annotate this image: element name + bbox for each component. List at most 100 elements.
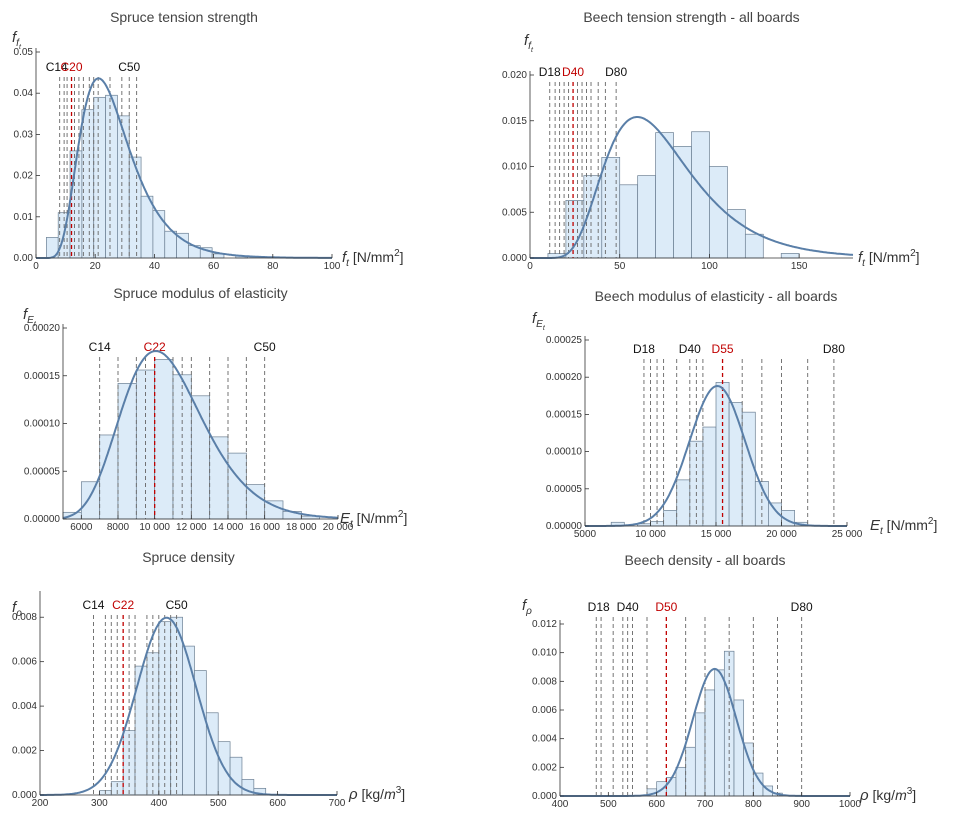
x-axis-label: Et [N/mm2]	[340, 509, 407, 530]
x-tick-label: 80	[267, 261, 279, 272]
y-tick-label: 0.00020	[546, 372, 583, 383]
y-tick-label: 0.05	[14, 47, 34, 58]
histogram-bar	[128, 156, 142, 259]
y-tick-label: 0.015	[502, 116, 527, 127]
grade-label: D55	[712, 342, 734, 356]
y-axis-label: fρ	[12, 599, 22, 619]
histogram-bar	[637, 175, 656, 259]
grade-label: C50	[166, 598, 188, 612]
chart-title: Beech tension strength - all boards	[583, 9, 799, 25]
grade-label: C14	[82, 598, 104, 612]
chart-title: Beech density - all boards	[624, 552, 785, 568]
chart-panel-5: Spruce density C14 C22 C50 200 300 400 500 600 70…	[12, 549, 405, 809]
x-axis-label: ρ [kg/m3]	[348, 785, 405, 803]
histogram-bar	[140, 195, 154, 259]
y-tick-label: 0.005	[502, 207, 527, 218]
histogram-bar	[182, 645, 195, 796]
grade-label: D50	[655, 600, 677, 614]
chart-title: Spruce density	[142, 549, 235, 565]
grade-label: D18	[588, 600, 610, 614]
x-tick-label: 700	[329, 798, 346, 809]
x-tick-label: 100	[324, 261, 341, 272]
grade-label: D80	[605, 65, 627, 79]
histogram-bar	[264, 500, 284, 520]
y-tick-label: 0.000	[502, 253, 527, 264]
y-tick-label: 0.00015	[24, 371, 61, 382]
grade-label: C14	[89, 340, 111, 354]
x-tick-label: 500	[600, 799, 617, 810]
fitted-density-curve	[62, 349, 338, 519]
x-axis-label: ft [N/mm2]	[342, 248, 404, 269]
x-tick-label: 300	[91, 798, 108, 809]
chart-title: Spruce tension strength	[110, 9, 258, 25]
grade-label: D80	[823, 342, 845, 356]
histogram-bar	[80, 481, 101, 520]
x-tick-label: 5000	[574, 529, 597, 540]
x-tick-label: 400	[552, 799, 569, 810]
histogram-bar	[154, 359, 174, 520]
y-tick-label: 0.012	[532, 619, 557, 630]
histogram-bar	[702, 426, 717, 527]
y-tick-label: 0.00010	[546, 447, 583, 458]
x-tick-label: 150	[791, 261, 808, 272]
y-tick-label: 0.006	[12, 657, 37, 668]
y-axis-label: fft	[524, 32, 534, 54]
histogram-bar	[663, 510, 678, 527]
y-tick-label: 0.03	[14, 129, 34, 140]
grade-label: D18	[633, 342, 655, 356]
y-tick-label: 0.00005	[546, 484, 583, 495]
y-tick-label: 0.000	[532, 791, 557, 802]
histogram-bar	[694, 712, 706, 797]
x-tick-label: 100	[701, 261, 718, 272]
histogram-bar	[105, 94, 118, 259]
y-tick-label: 0.00015	[546, 409, 583, 420]
y-tick-label: 0.00000	[546, 521, 583, 532]
x-tick-label: 60	[208, 261, 220, 272]
y-tick-label: 0.020	[502, 70, 527, 81]
y-tick-label: 0.008	[12, 612, 37, 623]
chart-title: Spruce modulus of elasticity	[113, 285, 287, 301]
grade-label: C14	[46, 60, 68, 74]
x-tick-label: 8000	[107, 522, 130, 533]
x-tick-label: 20 000	[323, 522, 354, 533]
x-tick-label: 200	[32, 798, 49, 809]
histogram-bar	[117, 115, 130, 259]
y-axis-label: fρ	[522, 597, 532, 617]
grade-label: D40	[679, 342, 701, 356]
histogram-bar	[744, 233, 764, 259]
histogram-bar	[685, 746, 696, 797]
y-tick-label: 0.004	[532, 734, 557, 745]
y-tick-label: 0.01	[14, 212, 34, 223]
fitted-density-curve	[530, 116, 854, 259]
grade-label: D18	[539, 65, 561, 79]
y-axis-label: fEt	[23, 306, 37, 328]
histogram-bar	[619, 184, 639, 259]
histogram-bar	[714, 669, 725, 797]
x-tick-label: 700	[697, 799, 714, 810]
histogram-bar	[704, 689, 716, 797]
histogram-bar	[780, 253, 800, 259]
y-tick-label: 0.010	[502, 162, 527, 173]
histogram-bar	[728, 402, 743, 527]
x-axis-label: ρ [kg/m3]	[859, 786, 916, 804]
grade-label: C50	[254, 340, 276, 354]
x-tick-label: 15 000	[701, 529, 732, 540]
x-tick-label: 50	[614, 261, 626, 272]
grade-label: C22	[144, 340, 166, 354]
chart-panel-2: Beech tension strength - all boards D18 D4…	[502, 9, 920, 272]
y-tick-label: 0.006	[532, 705, 557, 716]
y-tick-label: 0.04	[14, 88, 34, 99]
x-tick-label: 1000	[839, 799, 862, 810]
y-tick-label: 0.008	[532, 676, 557, 687]
y-tick-label: 0.00020	[24, 323, 61, 334]
x-tick-label: 800	[745, 799, 762, 810]
chart-panel-4: Beech modulus of elasticity - all boards…	[532, 288, 937, 540]
y-tick-label: 0.00025	[546, 335, 583, 346]
grade-label: C50	[118, 60, 140, 74]
chart-panel-6: Beech density - all boards D18 D40 D50 D80 40…	[522, 552, 916, 810]
grade-label: C22	[112, 598, 134, 612]
x-axis-label: ft [N/mm2]	[858, 248, 920, 269]
grade-label: D40	[562, 65, 584, 79]
